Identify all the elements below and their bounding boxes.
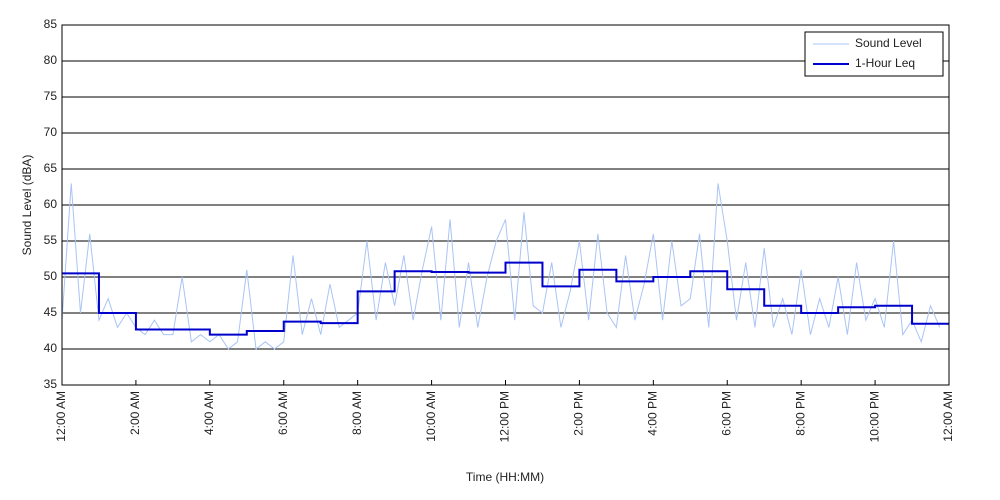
- x-tick-label: 8:00 AM: [350, 391, 364, 435]
- series-line: [62, 261, 949, 336]
- legend-label: Sound Level: [855, 36, 922, 50]
- plot-frame: [61, 24, 950, 386]
- y-tick-label: 70: [44, 125, 58, 139]
- legend: Sound Level 1-Hour Leq: [804, 31, 944, 77]
- y-tick-label: 55: [44, 233, 58, 247]
- x-tick-label: 4:00 AM: [202, 391, 216, 435]
- x-tick-label: 10:00 PM: [867, 391, 881, 442]
- y-tick-label: 45: [44, 305, 58, 319]
- y-tick-label: 40: [44, 341, 58, 355]
- x-tick-label: 12:00 AM: [941, 391, 955, 442]
- y-tick-label: 60: [44, 197, 58, 211]
- x-tick-label: 2:00 AM: [128, 391, 142, 435]
- y-tick-label: 50: [44, 269, 58, 283]
- x-tick-label: 10:00 AM: [424, 391, 438, 442]
- legend-box: [804, 31, 944, 77]
- y-tick-label: 35: [44, 377, 58, 391]
- legend-label: 1-Hour Leq: [855, 56, 915, 70]
- y-axis-label: Sound Level (dBA): [20, 155, 34, 256]
- y-tick-label: 80: [44, 53, 58, 67]
- y-tick-label: 65: [44, 161, 58, 175]
- y-tick-label: 85: [44, 17, 58, 31]
- x-tick-label: 4:00 PM: [646, 391, 660, 436]
- series-line: [61, 183, 941, 350]
- x-axis-label: Time (HH:MM): [466, 470, 544, 484]
- x-tick-label: 12:00 AM: [54, 391, 68, 442]
- y-tick-label: 75: [44, 89, 58, 103]
- x-tick-label: 12:00 PM: [498, 391, 512, 442]
- x-tick-label: 8:00 PM: [793, 391, 807, 436]
- x-tick-label: 6:00 PM: [719, 391, 733, 436]
- x-tick-label: 6:00 AM: [276, 391, 290, 435]
- x-tick-label: 2:00 PM: [572, 391, 586, 436]
